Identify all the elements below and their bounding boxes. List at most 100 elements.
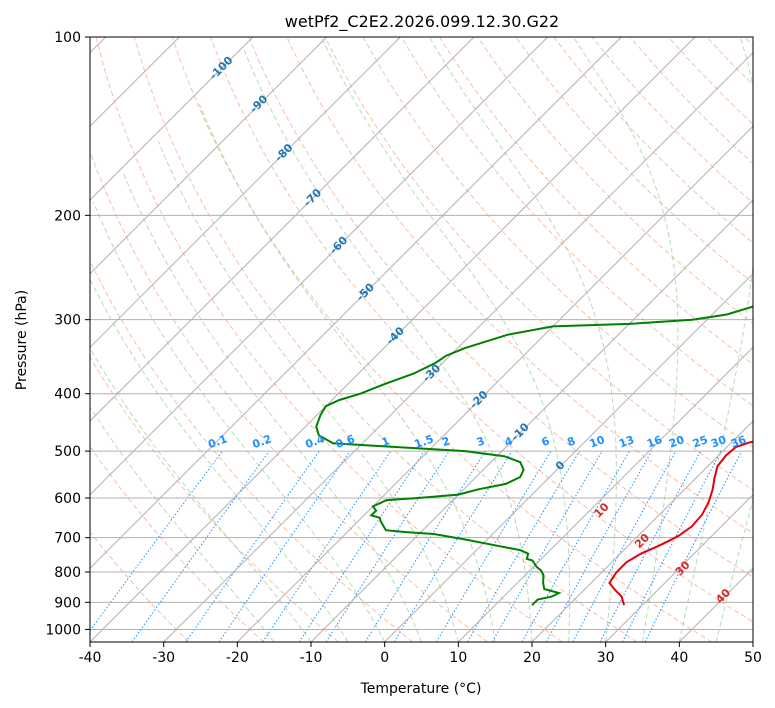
- mixing-ratio-line: [185, 450, 320, 642]
- y-axis-label: Pressure (hPa): [14, 290, 30, 390]
- x-tick-label: 40: [670, 650, 688, 666]
- mixing-ratio-label: 1: [380, 434, 392, 449]
- mixing-ratio-line: [218, 450, 351, 642]
- moist-adiabat-label: 30: [673, 558, 693, 578]
- dry-adiabat: [248, 37, 753, 578]
- dry-adiabat: [90, 150, 488, 642]
- mixing-ratio-line: [435, 450, 552, 642]
- y-tick-label: 800: [54, 565, 81, 581]
- isotherm: [236, 125, 753, 642]
- moist-adiabat: [92, 201, 386, 642]
- y-tick-label: 300: [54, 313, 81, 329]
- moist-adiabat: [157, 141, 459, 642]
- line-labels: -100-90-80-70-60-50-40-30-20-1000.1 0.2 0.…: [206, 54, 748, 607]
- y-tick-label: 1000: [45, 622, 81, 638]
- mixing-ratio-line: [599, 450, 701, 642]
- mixing-ratio-label: 1.5: [413, 432, 436, 451]
- mixing-ratio-label: 0.6: [334, 432, 357, 451]
- y-tick-label: 500: [54, 444, 81, 460]
- moist-adiabat: [678, 37, 753, 642]
- dry-adiabat: [324, 37, 753, 491]
- isotherm: [90, 37, 696, 642]
- mixing-ratio-line: [393, 450, 513, 642]
- dry-adiabat: [668, 37, 753, 125]
- isotherm: [310, 199, 753, 642]
- mixing-ratio-line: [298, 450, 425, 642]
- mixing-ratio-label: 20: [667, 433, 686, 451]
- x-tick-label: 10: [449, 650, 467, 666]
- dry-adiabat: [90, 259, 414, 642]
- isotherm: [163, 51, 753, 642]
- isotherm: [90, 37, 401, 349]
- temperature-line: [608, 440, 753, 606]
- isotherm: [678, 567, 753, 642]
- mixing-ratio-label: 6: [540, 434, 552, 449]
- mixing-ratio-label: 30: [709, 433, 728, 451]
- y-axis: 100 200 300 400 500 600 700 800 900 1000: [45, 30, 90, 638]
- x-tick-label: -30: [152, 650, 175, 666]
- moist-adiabat-label: 20: [632, 531, 652, 551]
- isotherm: [457, 346, 753, 642]
- isotherm: [605, 493, 753, 642]
- dry-adiabat: [95, 37, 563, 642]
- plot-frame: [89, 36, 754, 643]
- dry-adiabat: [90, 445, 264, 642]
- x-tick-label: 0: [380, 650, 389, 666]
- moist-adiabat: [90, 406, 275, 642]
- dry-adiabat: [591, 37, 753, 204]
- moist-adiabat: [715, 497, 753, 642]
- dry-adiabat: [400, 37, 753, 407]
- moist-adiabat: [198, 104, 496, 642]
- dry-adiabat: [210, 37, 753, 623]
- dry-adiabat: [171, 37, 712, 642]
- dry-adiabat: [706, 37, 753, 86]
- dry-adiabat: [133, 37, 638, 642]
- isotherm: [90, 37, 475, 422]
- profiles: [315, 305, 753, 606]
- mixing-ratio-line: [262, 450, 392, 642]
- mixing-ratio-label: 2: [440, 434, 452, 449]
- x-tick-label: -20: [226, 650, 249, 666]
- dry-adiabat: [744, 37, 753, 47]
- isotherm: [752, 641, 753, 642]
- y-tick-label: 600: [54, 491, 81, 507]
- mixing-ratio-label: 36: [729, 433, 748, 451]
- isotherm: [531, 420, 753, 642]
- dry-adiabat: [438, 37, 753, 366]
- y-tick-label: 100: [54, 30, 81, 46]
- mixing-ratio-label: 8: [565, 434, 577, 449]
- x-tick-label: -10: [300, 650, 323, 666]
- mixing-ratio-line: [467, 450, 580, 642]
- dry-adiabat: [90, 356, 339, 642]
- x-tick-label: 20: [523, 650, 541, 666]
- mixing-ratio-line: [131, 450, 270, 642]
- mixing-ratio-label: 25: [691, 433, 710, 450]
- mixing-ratio-label: 0.1: [206, 432, 229, 451]
- moist-adiabat: [243, 49, 533, 642]
- moist-adiabat: [320, 37, 571, 642]
- isotherm: [90, 37, 328, 275]
- x-tick-label: -40: [79, 650, 102, 666]
- isotherm: [90, 37, 549, 496]
- moist-adiabat: [428, 37, 617, 642]
- x-axis-label: Temperature (°C): [360, 681, 482, 697]
- y-tick-label: 400: [54, 387, 81, 403]
- chart-title: wetPf2_C2E2.2026.099.12.30.G22: [285, 12, 559, 32]
- moist-adiabat-label: 40: [713, 586, 733, 606]
- mixing-ratio-line: [90, 450, 223, 632]
- background-lines: [90, 37, 753, 642]
- moist-adiabat: [572, 37, 679, 642]
- mixing-ratio-line: [325, 450, 450, 642]
- mixing-ratio-label: 16: [645, 433, 664, 451]
- mixing-ratio-line: [521, 450, 630, 642]
- moist-adiabat-label: 10: [592, 500, 612, 520]
- y-tick-label: 200: [54, 208, 81, 224]
- y-tick-label: 700: [54, 531, 81, 547]
- moist-adiabat: [90, 347, 312, 642]
- dry-adiabat: [90, 531, 190, 642]
- mixing-ratio-line: [621, 450, 722, 642]
- moist-adiabat: [123, 173, 422, 642]
- moist-adiabat: [90, 278, 349, 642]
- mixing-ratio-label: 0.2: [251, 432, 274, 451]
